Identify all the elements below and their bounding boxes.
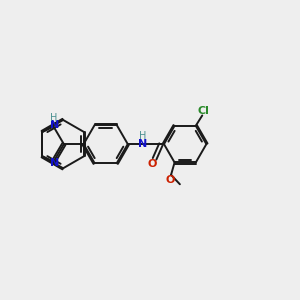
Text: H: H xyxy=(50,113,58,123)
Text: N: N xyxy=(138,139,147,148)
Text: O: O xyxy=(166,175,175,185)
Text: N: N xyxy=(50,120,59,130)
Text: O: O xyxy=(148,159,157,169)
Text: Cl: Cl xyxy=(198,106,210,116)
Text: H: H xyxy=(139,131,146,141)
Text: N: N xyxy=(50,158,59,168)
